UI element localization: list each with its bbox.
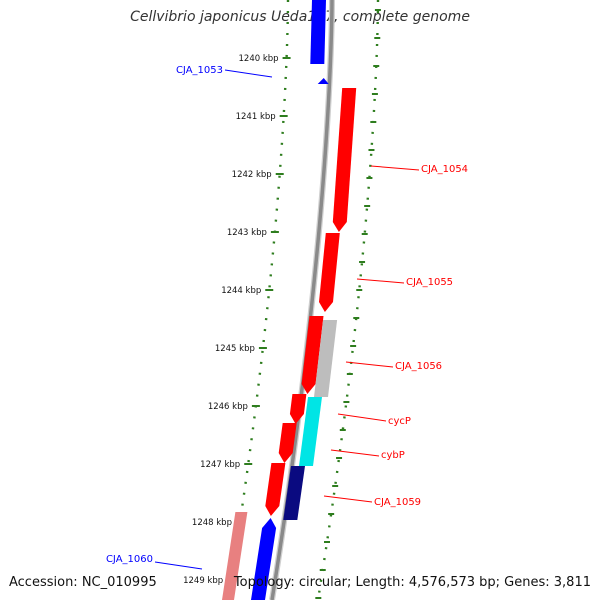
gene-leader-line <box>337 413 387 422</box>
gene-CJA_1054[interactable] <box>332 88 357 232</box>
gene-leader-line <box>345 361 394 368</box>
tick-label: 1247 kbp <box>200 460 240 470</box>
accession-text: Accession: NC_010995 <box>9 575 157 590</box>
feature-navy[interactable] <box>283 466 305 520</box>
tick-ring-inner <box>226 0 290 600</box>
tick-label: 1242 kbp <box>232 170 272 180</box>
gene-label-CJA_1056[interactable]: CJA_1056 <box>395 361 442 372</box>
gene-label-CJA_1060[interactable]: CJA_1060 <box>106 554 153 565</box>
gene-CJA_1055[interactable] <box>319 233 340 312</box>
gene-CJA_1053[interactable] <box>310 0 326 64</box>
tick-label: 1248 kbp <box>192 518 232 528</box>
feature-grey[interactable] <box>314 320 338 397</box>
gene-leader-line <box>356 278 405 284</box>
tick-label: 1240 kbp <box>239 54 279 64</box>
gene-cycP[interactable] <box>289 394 307 424</box>
gene-label-CJA_1053[interactable]: CJA_1053 <box>176 65 223 76</box>
gene-CJA_1059[interactable] <box>265 463 286 516</box>
tick-label: 1249 kbp <box>183 576 223 586</box>
gene-leader-line <box>370 165 420 171</box>
gene-leader-line <box>323 495 373 503</box>
gene-leader-line <box>154 561 203 570</box>
map-title: Cellvibrio japonicus Ueda107, complete g… <box>130 9 470 25</box>
gene-label-CJA_1059[interactable]: CJA_1059 <box>374 497 421 508</box>
topology-text: Topology: circular; Length: 4,576,573 bp… <box>233 575 591 590</box>
gene-label-cycP[interactable]: cycP <box>388 416 411 427</box>
feature-cyan[interactable] <box>299 397 322 466</box>
gene-label-CJA_1054[interactable]: CJA_1054 <box>421 164 468 175</box>
gene-label-CJA_1055[interactable]: CJA_1055 <box>406 277 453 288</box>
gene-CJA_1056[interactable] <box>301 316 324 394</box>
gene-leader-line <box>224 69 273 78</box>
gene-leader-line <box>330 449 380 457</box>
gene-cybP[interactable] <box>278 423 297 463</box>
gene-fragment-forward[interactable] <box>317 78 329 84</box>
tick-ring-outer <box>316 0 380 600</box>
tick-label: 1245 kbp <box>215 344 255 354</box>
gene-CJA_1060[interactable] <box>251 518 277 600</box>
feature-pink[interactable] <box>222 512 248 600</box>
tick-label: 1243 kbp <box>227 228 267 238</box>
tick-label: 1244 kbp <box>221 286 261 296</box>
tick-label: 1241 kbp <box>236 112 276 122</box>
gene-label-cybP[interactable]: cybP <box>381 450 405 461</box>
tick-label: 1246 kbp <box>208 402 248 412</box>
